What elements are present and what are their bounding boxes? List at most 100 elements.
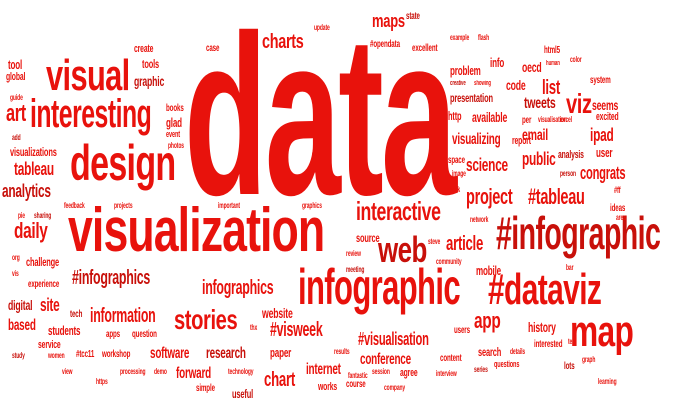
word-guide: guide (10, 93, 23, 102)
word-steve: steve (428, 237, 441, 246)
word-stories: stories (174, 304, 238, 335)
word-analytics: analytics (2, 181, 51, 201)
word-system: system (590, 75, 611, 86)
word-report: report (512, 135, 531, 147)
word-internet: internet (306, 361, 341, 378)
word-experience: experience (28, 279, 60, 290)
word-pie: pie (18, 211, 25, 220)
word-available: available (472, 109, 508, 125)
word-processing: processing (120, 367, 146, 376)
word-org: org (12, 253, 20, 262)
word-problem: problem (450, 63, 481, 78)
word-day: day (312, 149, 321, 158)
word-infographic: infographic (298, 259, 461, 315)
word-app: app (474, 308, 501, 333)
word-site: site (40, 295, 60, 315)
word-books: books (166, 103, 184, 114)
word-interesting: interesting (30, 92, 152, 136)
word-glad: glad (166, 115, 182, 130)
word-code: code (506, 77, 526, 93)
word-mobile: mobile (476, 263, 502, 278)
word-details: details (510, 347, 526, 356)
word-create: create (134, 43, 154, 55)
word-questions: questions (494, 359, 520, 369)
word-hash-dataviz: #dataviz (488, 265, 602, 314)
word-series: series (474, 365, 488, 374)
word-vis: vis (12, 269, 19, 278)
word-demo: demo (154, 367, 167, 376)
word-women: women (48, 351, 65, 360)
word-map: map (570, 307, 634, 356)
word-email: email (522, 127, 548, 144)
word-based: based (8, 317, 36, 334)
word-graphic: graphic (134, 73, 165, 89)
word-update: update (314, 23, 330, 32)
word-tools: tools (142, 57, 160, 71)
word-technology: technology (228, 367, 254, 376)
word-community: community (436, 257, 462, 266)
word-students: students (48, 323, 81, 338)
word-state: state (406, 11, 420, 22)
word-forward: forward (176, 365, 211, 382)
word-service: service (38, 339, 61, 351)
word-case: case (206, 43, 220, 54)
word-sharing: sharing (34, 211, 52, 220)
word-learning: learning (598, 377, 617, 386)
word-http: http (448, 109, 462, 123)
word-agree: agree (400, 367, 418, 379)
word-data: data (184, 0, 457, 243)
word-html5: html5 (544, 45, 560, 56)
word-charts: charts (262, 31, 304, 53)
word-workshop: workshop (102, 349, 131, 360)
word-session: session (372, 367, 390, 376)
word-important: important (218, 201, 240, 210)
word-projects: projects (114, 201, 133, 210)
word-graph: graph (582, 355, 596, 364)
word-daily: daily (14, 218, 48, 243)
word-chart: chart (264, 369, 295, 391)
word-text: text (568, 337, 577, 346)
word-excel: excel (560, 115, 572, 124)
word-interactive: interactive (356, 196, 441, 226)
word-photos: photos (168, 141, 184, 150)
word-paper: paper (270, 345, 292, 360)
word-creative: creative (450, 80, 466, 87)
word-visualizations: visualizations (10, 145, 57, 159)
word-hash-ff: #ff (614, 185, 621, 195)
word-hash-infographic: #infographic (496, 207, 661, 259)
word-image: image (452, 169, 466, 178)
word-color: color (570, 55, 582, 64)
word-showing: showing (474, 80, 491, 87)
word-person: person (560, 169, 576, 178)
word-digital: digital (8, 297, 33, 313)
word-graphics: graphics (302, 201, 322, 210)
word-conference: conference (360, 351, 411, 368)
word-presentation: presentation (450, 91, 493, 105)
word-york: york (450, 185, 461, 194)
word-article: article (446, 233, 484, 255)
word-event: event (166, 129, 181, 139)
word-https: https (96, 377, 108, 386)
word-ipad: ipad (590, 125, 614, 145)
word-source: source (356, 231, 380, 245)
word-oecd: oecd (522, 59, 542, 75)
word-project: project (466, 184, 513, 209)
word-lots: lots (564, 361, 575, 372)
word-search: search (478, 345, 502, 359)
word-results: results (334, 347, 350, 356)
word-software: software (150, 345, 190, 362)
word-company: company (384, 383, 406, 392)
word-tableau: tableau (14, 159, 54, 179)
word-example: example (450, 33, 470, 42)
word-visualisation: visualisation (538, 115, 567, 124)
word-analysis: analysis (558, 149, 584, 161)
word-tech: tech (70, 309, 83, 320)
word-apps: apps (106, 329, 120, 340)
word-study: study (12, 351, 25, 360)
word-info: info (490, 55, 505, 70)
word-fantastic: fantastic (348, 371, 368, 380)
word-infographics: infographics (202, 277, 274, 299)
word-course: course (346, 379, 366, 390)
word-website: website (262, 305, 293, 321)
